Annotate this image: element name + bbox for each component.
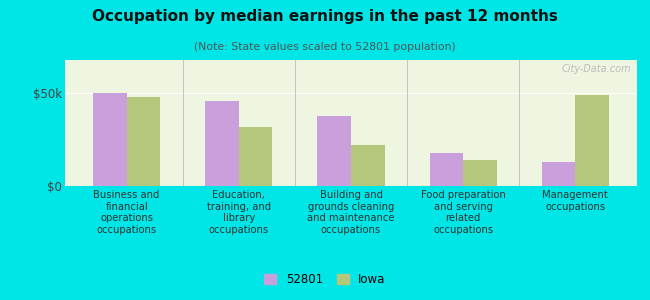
Bar xyxy=(351,145,385,186)
Bar xyxy=(93,93,127,186)
Text: City-Data.com: City-Data.com xyxy=(562,64,631,74)
Bar xyxy=(463,160,497,186)
Bar xyxy=(239,127,272,186)
Bar xyxy=(575,95,609,186)
Text: (Note: State values scaled to 52801 population): (Note: State values scaled to 52801 popu… xyxy=(194,42,456,52)
Bar xyxy=(430,153,463,186)
Bar xyxy=(541,162,575,186)
Legend: 52801, Iowa: 52801, Iowa xyxy=(260,269,390,291)
Bar xyxy=(127,97,161,186)
Bar xyxy=(317,116,351,186)
Text: Occupation by median earnings in the past 12 months: Occupation by median earnings in the pas… xyxy=(92,9,558,24)
Bar xyxy=(205,101,239,186)
